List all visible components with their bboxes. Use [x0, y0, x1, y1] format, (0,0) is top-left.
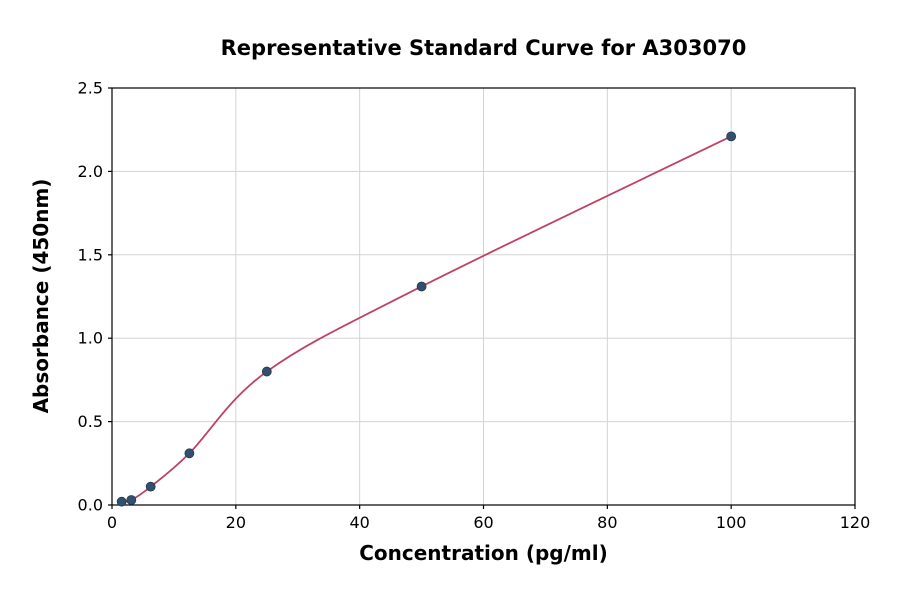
x-tick-label: 120	[840, 513, 871, 532]
data-point	[126, 495, 137, 505]
x-tick-label: 60	[473, 513, 493, 532]
plot-layer: 0 20 40 60 80 100 120 0.0 0.5 1.0 1.5 2.0 2.5	[78, 79, 871, 533]
x-tick-label: 80	[597, 513, 617, 532]
y-tick-label: 0.5	[78, 412, 103, 431]
y-tick-label: 0.0	[78, 496, 103, 515]
y-tick-label: 2.5	[78, 79, 103, 98]
x-tick-label: 100	[716, 513, 747, 532]
x-tick-label: 0	[107, 513, 117, 532]
x-tick-label: 40	[349, 513, 369, 532]
chart-title: Representative Standard Curve for A30307…	[221, 36, 747, 60]
y-tick-label: 2.0	[78, 162, 103, 181]
data-point	[145, 481, 156, 492]
y-axis-label: Absorbance (450nm)	[29, 179, 53, 414]
data-point	[416, 281, 427, 292]
y-tick-label: 1.0	[78, 329, 103, 348]
data-point	[261, 366, 272, 377]
x-tick-label: 20	[226, 513, 246, 532]
data-point	[726, 131, 737, 142]
y-tick-label: 1.5	[78, 245, 103, 264]
data-point	[184, 448, 195, 459]
fit-curve	[121, 135, 732, 503]
x-axis-label: Concentration (pg/ml)	[359, 541, 608, 565]
data-point	[116, 496, 127, 507]
